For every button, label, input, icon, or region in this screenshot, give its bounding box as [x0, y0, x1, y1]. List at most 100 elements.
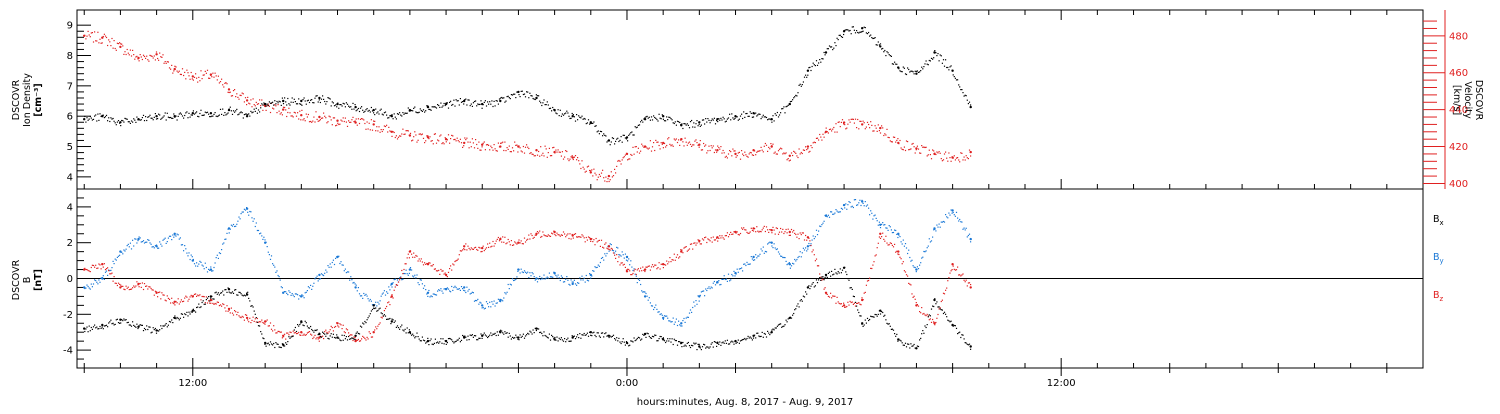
velocity-series-fill-dot: [945, 151, 947, 153]
field-series-by-fill-dot: [458, 288, 460, 290]
density-series-fill-dot: [147, 116, 149, 118]
field-series-bz-fill-dot: [192, 295, 194, 297]
field-series-bx-fill-dot: [110, 319, 112, 321]
field-series-bx-fill-dot: [438, 342, 440, 344]
velocity-series-fill-dot: [751, 154, 753, 156]
velocity-series-fill-dot: [726, 157, 728, 159]
field-series-bz-fill-dot: [657, 267, 659, 269]
field-series-bx-fill-dot: [274, 346, 276, 349]
density-series-fill-dot: [340, 104, 342, 106]
field-series-by-fill-dot: [919, 264, 921, 266]
field-series-bz-fill-dot: [789, 234, 791, 236]
field-series-bx-fill-dot: [384, 315, 387, 317]
field-series-bx-fill-dot: [91, 328, 93, 330]
velocity-series-fill-dot: [734, 150, 736, 152]
field-series-bx-fill-dot: [286, 343, 288, 345]
field-series-by-fill-dot: [820, 225, 822, 228]
field-series-bx-fill-dot: [351, 337, 353, 339]
field-series-bz-fill-dot: [849, 300, 851, 302]
field-series-bz-fill-dot: [358, 340, 361, 342]
velocity-series-fill-dot: [397, 136, 400, 138]
field-series-bz-fill-dot: [551, 232, 553, 234]
velocity-series-fill-dot: [506, 147, 508, 149]
field-series-bx-fill-dot: [714, 341, 717, 343]
field-series-bz-fill-dot: [663, 264, 666, 266]
field-series-bz-fill-dot: [171, 297, 173, 299]
field-series-bx-fill-dot: [911, 345, 913, 347]
density-series-fill-dot: [123, 121, 125, 123]
velocity-series-fill-dot: [951, 156, 953, 158]
field-series-by-point: [463, 286, 466, 289]
field-series-bz-fill-dot: [458, 254, 460, 256]
field-series-bz-fill-dot: [600, 239, 603, 241]
density-series-fill-dot: [534, 98, 536, 101]
field-series-bx-fill-dot: [447, 338, 450, 340]
density-series-fill-dot: [356, 109, 358, 111]
field-series-bx-fill-dot: [909, 347, 911, 349]
field-series-bz-fill-dot: [243, 319, 245, 321]
field-series-bx-fill-dot: [718, 343, 720, 345]
field-series-bz-fill-dot: [515, 242, 517, 244]
field-series-bx-fill-dot: [595, 336, 597, 338]
density-series-fill-dot: [87, 119, 89, 121]
field-series-bx-fill-dot: [191, 311, 193, 313]
field-series-by-fill-dot: [947, 217, 949, 219]
density-series-fill-dot: [790, 100, 793, 102]
field-series-by-fill-dot: [964, 229, 966, 231]
field-series-by-fill-dot: [734, 275, 736, 277]
field-series-bz-fill-dot: [277, 330, 279, 332]
field-series-bz-fill-dot: [265, 320, 267, 322]
field-series-bz-fill-dot: [234, 310, 236, 312]
field-series-bx-fill-dot: [219, 292, 222, 294]
density-series-fill-dot: [681, 123, 683, 125]
velocity-series-fill-dot: [876, 130, 878, 132]
field-series-bz-fill-dot: [137, 284, 139, 286]
field-series-by-fill-dot: [934, 228, 936, 230]
velocity-series-fill-dot: [273, 108, 275, 110]
field-series-bx-fill-dot: [449, 337, 451, 340]
field-series-by-fill-dot: [778, 253, 781, 255]
velocity-series-fill-dot: [612, 175, 615, 177]
field-series-bz-fill-dot: [770, 229, 772, 231]
density-series-fill-dot: [496, 100, 498, 102]
field-series-by-fill-dot: [125, 248, 127, 250]
velocity-series-fill-dot: [725, 155, 727, 157]
density-series-fill-dot: [290, 101, 292, 103]
density-series-fill-dot: [567, 112, 569, 114]
field-series-bz-fill-dot: [342, 324, 344, 326]
density-series-fill-dot: [960, 89, 962, 91]
field-series-bx-fill-dot: [622, 338, 624, 340]
density-series-fill-dot: [466, 104, 468, 106]
field-series-bx-fill-dot: [657, 340, 659, 342]
field-series-bz-fill-dot: [222, 303, 224, 305]
field-series-bx-fill-dot: [921, 333, 923, 335]
field-series-bz-fill-dot: [286, 332, 288, 334]
field-series-bx-fill-dot: [761, 331, 763, 333]
field-series-by-fill-dot: [674, 321, 676, 323]
field-series-by-fill-dot: [926, 247, 928, 249]
field-series-by-fill-dot: [680, 325, 682, 327]
velocity-series-fill-dot: [421, 133, 423, 135]
field-series-by-fill-dot: [634, 273, 636, 275]
field-series-bz-fill-dot: [282, 336, 285, 338]
field-series-bx-fill-dot: [961, 334, 963, 336]
field-series-bz-fill-dot: [801, 232, 803, 234]
field-series-bz-fill-dot: [361, 338, 363, 340]
velocity-series-fill-dot: [556, 151, 558, 153]
velocity-series-fill-dot: [435, 142, 438, 144]
field-series-bx-fill-dot: [560, 337, 562, 339]
velocity-series-fill-dot: [932, 149, 934, 151]
field-series-bz-fill-dot: [451, 269, 453, 271]
field-series-bz-fill-dot: [917, 305, 920, 307]
density-series-fill-dot: [579, 116, 581, 118]
field-series-bz-fill-dot: [895, 251, 897, 253]
field-series-bx-fill-dot: [426, 341, 428, 343]
field-series-by-fill-dot: [637, 278, 639, 280]
density-series-fill-dot: [138, 119, 140, 121]
field-series-bx-fill-dot: [86, 326, 88, 328]
field-series-bx-fill-dot: [706, 346, 708, 348]
field-axis-label-line: [nT]: [33, 269, 44, 291]
velocity-series-fill-dot: [392, 131, 394, 133]
field-series-bx-fill-dot: [242, 295, 244, 297]
